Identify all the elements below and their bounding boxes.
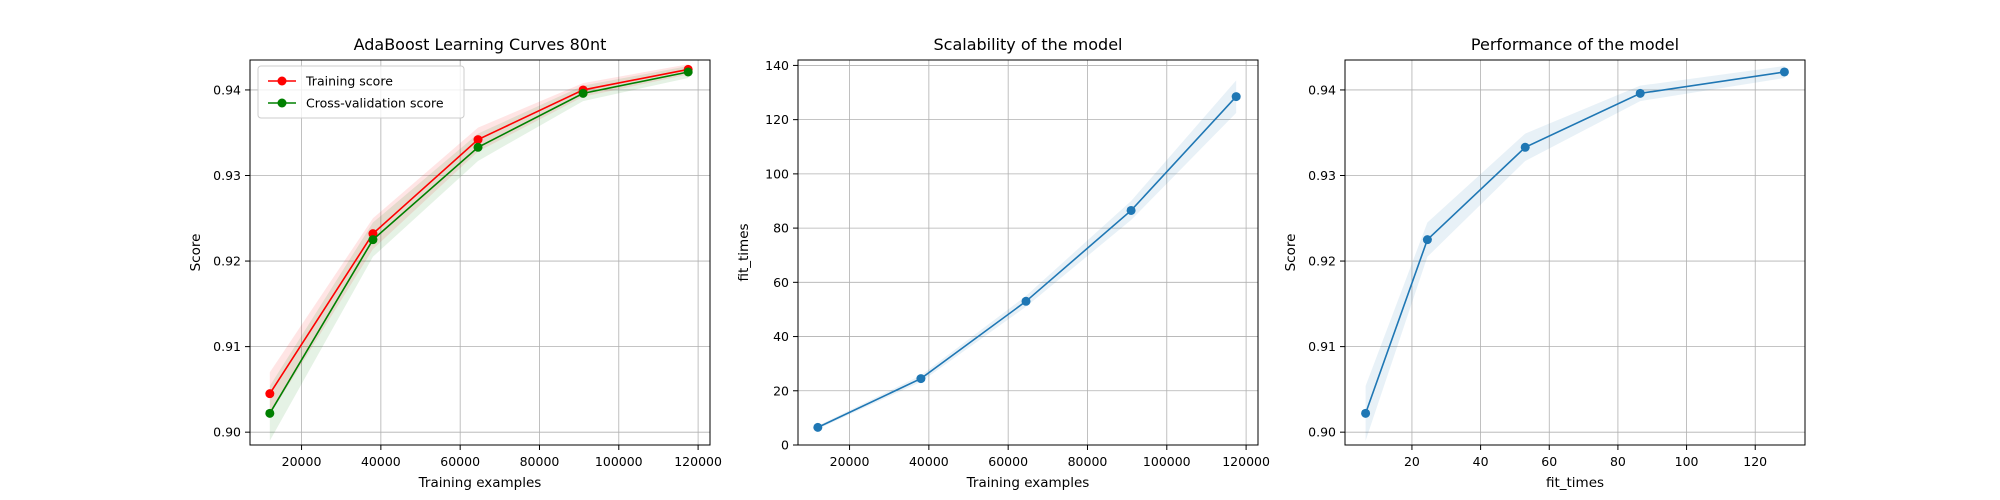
confidence-band <box>1365 65 1785 441</box>
chart-title: AdaBoost Learning Curves 80nt <box>354 35 607 54</box>
x-axis-label: fit_times <box>1546 475 1604 491</box>
y-tick-label: 0.94 <box>1308 82 1336 97</box>
legend-marker <box>277 76 287 86</box>
y-axis-label: Score <box>1283 234 1299 272</box>
legend-box <box>257 65 465 119</box>
x-axis-label: Training examples <box>966 475 1090 491</box>
data-point <box>683 67 693 77</box>
axes-frame <box>797 59 1259 446</box>
data-point <box>473 142 483 152</box>
x-tick-label: 40000 <box>361 454 401 469</box>
y-tick-label: 0.92 <box>1308 254 1336 269</box>
chart-1: 20000 40000 60000 80000 100000 120000 0.90 0.91… <box>188 35 722 491</box>
y-tick-label: 140 <box>765 58 789 73</box>
y-tick-label: 100 <box>765 166 789 181</box>
y-tick-label: 60 <box>773 275 789 290</box>
x-tick-label: 60000 <box>988 454 1028 469</box>
chart-3: 20 40 60 80 100 120 0.90 0.91 0.92 0.93 0.94 Perfor… <box>1283 35 1806 491</box>
y-tick-label: 40 <box>773 329 789 344</box>
y-tick-label: 0.93 <box>213 168 241 183</box>
y-tick-label: 80 <box>773 221 789 236</box>
x-tick-label: 120 <box>1743 454 1767 469</box>
confidence-band <box>269 65 689 441</box>
x-tick-label: 20000 <box>282 454 322 469</box>
confidence-band <box>269 64 689 416</box>
y-tick-label: 120 <box>765 112 789 127</box>
y-tick-label: 0.91 <box>213 339 241 354</box>
data-point <box>473 135 483 145</box>
x-tick-label: 20000 <box>830 454 870 469</box>
data-point <box>265 389 275 399</box>
y-tick-label: 20 <box>773 383 789 398</box>
x-tick-label: 20 <box>1404 454 1420 469</box>
x-tick-label: 120000 <box>1222 454 1270 469</box>
data-point <box>1779 67 1789 77</box>
legend: Training score Cross-validation score <box>257 65 465 119</box>
x-tick-label: 120000 <box>674 454 722 469</box>
y-tick-label: 0.93 <box>1308 168 1336 183</box>
x-tick-label: 100000 <box>595 454 643 469</box>
data-point <box>916 374 926 384</box>
legend-label: Cross-validation score <box>306 96 444 111</box>
axes-frame <box>1344 59 1806 446</box>
x-tick-label: 80 <box>1610 454 1626 469</box>
data-point <box>368 235 378 245</box>
data-point <box>1635 88 1645 98</box>
data-point <box>1021 296 1031 306</box>
y-axis-label: fit_times <box>736 223 752 281</box>
data-point <box>1361 408 1371 418</box>
legend-marker <box>277 98 287 108</box>
data-point <box>578 88 588 98</box>
y-tick-label: 0.92 <box>213 254 241 269</box>
x-tick-label: 100 <box>1675 454 1699 469</box>
data-point <box>1422 235 1432 245</box>
y-tick-label: 0.91 <box>1308 339 1336 354</box>
x-tick-label: 60000 <box>440 454 480 469</box>
legend-label: Training score <box>305 74 393 89</box>
data-point <box>1231 92 1241 102</box>
chart-2: 20000 40000 60000 80000 100000 120000 0 20 40 60 8… <box>736 35 1270 491</box>
x-tick-label: 60 <box>1541 454 1557 469</box>
y-tick-label: 0.90 <box>1308 425 1336 440</box>
x-tick-label: 100000 <box>1143 454 1191 469</box>
y-tick-label: 0 <box>781 438 789 453</box>
x-tick-label: 40000 <box>909 454 949 469</box>
chart-title: Performance of the model <box>1471 35 1679 54</box>
axes-frame <box>249 59 711 446</box>
y-tick-label: 0.94 <box>213 82 241 97</box>
y-axis-label: Score <box>188 234 204 272</box>
series-line <box>817 96 1237 429</box>
data-point <box>265 408 275 418</box>
confidence-band <box>817 80 1237 430</box>
chart-title: Scalability of the model <box>934 35 1123 54</box>
x-tick-label: 80000 <box>1068 454 1108 469</box>
data-point <box>1126 205 1136 215</box>
x-tick-label: 80000 <box>520 454 560 469</box>
data-point <box>813 422 823 432</box>
x-axis-label: Training examples <box>418 475 542 491</box>
y-tick-label: 0.90 <box>213 425 241 440</box>
data-point <box>1520 142 1530 152</box>
x-tick-label: 40 <box>1473 454 1489 469</box>
series-line <box>269 71 689 414</box>
